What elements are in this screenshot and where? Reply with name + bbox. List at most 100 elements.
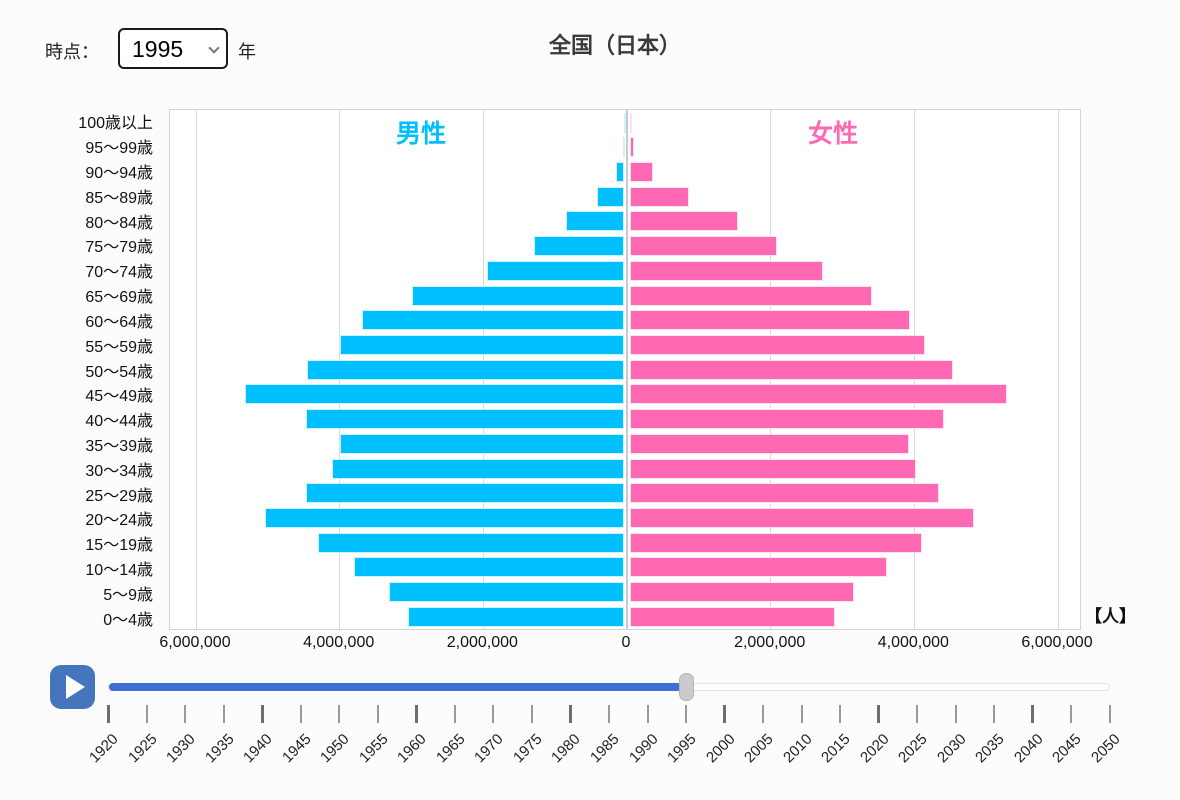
timeline-tick [1109,705,1111,723]
pyramid-row [170,481,1080,506]
pyramid-row [170,604,1080,629]
female-bar [629,606,836,627]
age-label: 40〜44歳 [85,413,153,431]
play-icon [65,675,85,699]
pyramid-row [170,135,1080,160]
female-bar [629,359,953,380]
male-bar [340,433,625,454]
female-bar [629,236,778,257]
population-axis: 6,000,000 4,000,000 2,000,000 0 2,000,000 4,0… [159,634,1092,658]
timeline-tick [376,705,379,723]
x-tick-label: 6,000,000 [159,634,231,651]
male-bar [245,384,625,405]
x-tick-label: 6,000,000 [1021,634,1093,651]
male-bar [623,137,626,158]
female-bar [629,557,887,578]
timeline-tick [993,705,996,723]
timeline-tick [916,705,919,723]
legend-male-label: 男性 [395,120,447,148]
x-tick-label: 4,000,000 [303,634,375,651]
male-bar [354,557,625,578]
timeline-tick [492,705,495,723]
gridline [1057,110,1059,629]
pyramid-row [170,209,1080,234]
timeline-tick [222,705,225,723]
age-label: 95〜99歳 [85,140,153,158]
timeline-tick [106,705,110,723]
pyramid-row [170,110,1080,135]
age-label: 0〜4歳 [103,611,153,629]
age-label: 60〜64歳 [85,313,153,331]
age-label: 55〜59歳 [85,338,153,356]
male-bar [389,582,625,603]
female-bar [629,112,632,133]
male-bar [534,236,625,257]
pyramid-row [170,308,1080,333]
pyramid-row [170,382,1080,407]
age-label: 85〜89歳 [85,189,153,207]
female-bar [629,260,824,281]
female-bar [629,458,916,479]
age-label: 65〜69歳 [85,289,153,307]
age-label: 15〜19歳 [85,537,153,555]
pyramid-row [170,506,1080,531]
male-bar [340,334,625,355]
age-label: 35〜39歳 [85,437,153,455]
female-bar [629,433,909,454]
female-bar [629,384,1008,405]
year-select-wrap: 1995 [118,28,228,69]
pyramid-row [170,431,1080,456]
female-bar [629,186,690,207]
year-select[interactable]: 1995 [118,28,228,69]
age-label: 30〜34歳 [85,462,153,480]
age-label: 70〜74歳 [85,264,153,282]
page-title: 全国（日本） [548,33,681,58]
pyramid-row [170,234,1080,259]
slider-thumb[interactable] [678,673,694,701]
timeline-tick [414,705,418,723]
pyramid-row [170,580,1080,605]
age-label: 90〜94歳 [85,165,153,183]
timeline-tick [453,705,456,723]
x-tick-label: 0 [621,634,631,651]
pyramid-row [170,184,1080,209]
play-button[interactable] [50,665,95,709]
year-suffix-label: 年 [238,42,256,62]
timeline-tick [338,705,341,723]
age-axis-labels: 100歳以上 95〜99歳 90〜94歳 85〜89歳 80〜84歳 75〜79歳 70〜7… [0,109,160,630]
timeline-tick [145,705,148,723]
center-axis-line [626,110,628,629]
female-bar [629,310,911,331]
slider-track[interactable] [108,683,1110,691]
age-label: 45〜49歳 [85,388,153,406]
x-tick-label: 2,000,000 [734,634,806,651]
timeline-tick [184,705,187,723]
male-bar [305,483,625,504]
age-label: 75〜79歳 [85,239,153,257]
female-bar [629,409,944,430]
unit-label: 【人】 [1085,607,1136,626]
pyramid-row [170,159,1080,184]
male-bar [332,458,625,479]
timeline-tick [800,705,803,723]
time-point-label: 時点： [45,42,99,62]
age-label: 50〜54歳 [85,363,153,381]
x-tick-label: 4,000,000 [877,634,949,651]
age-label: 10〜14歳 [85,562,153,580]
timeline-tick [839,705,842,723]
pyramid-row [170,357,1080,382]
male-bar [264,508,625,528]
age-label: 20〜24歳 [85,512,153,530]
male-bar [565,211,625,232]
pyramid-row [170,530,1080,555]
male-bar [306,359,625,380]
x-tick-label: 2,000,000 [446,634,518,651]
age-label: 25〜29歳 [85,487,153,505]
male-bar [616,161,625,182]
male-bar [306,409,625,430]
female-bar [629,211,738,232]
male-bar [596,186,625,207]
pyramid-row [170,283,1080,308]
female-bar [629,483,940,504]
pyramid-row [170,555,1080,580]
